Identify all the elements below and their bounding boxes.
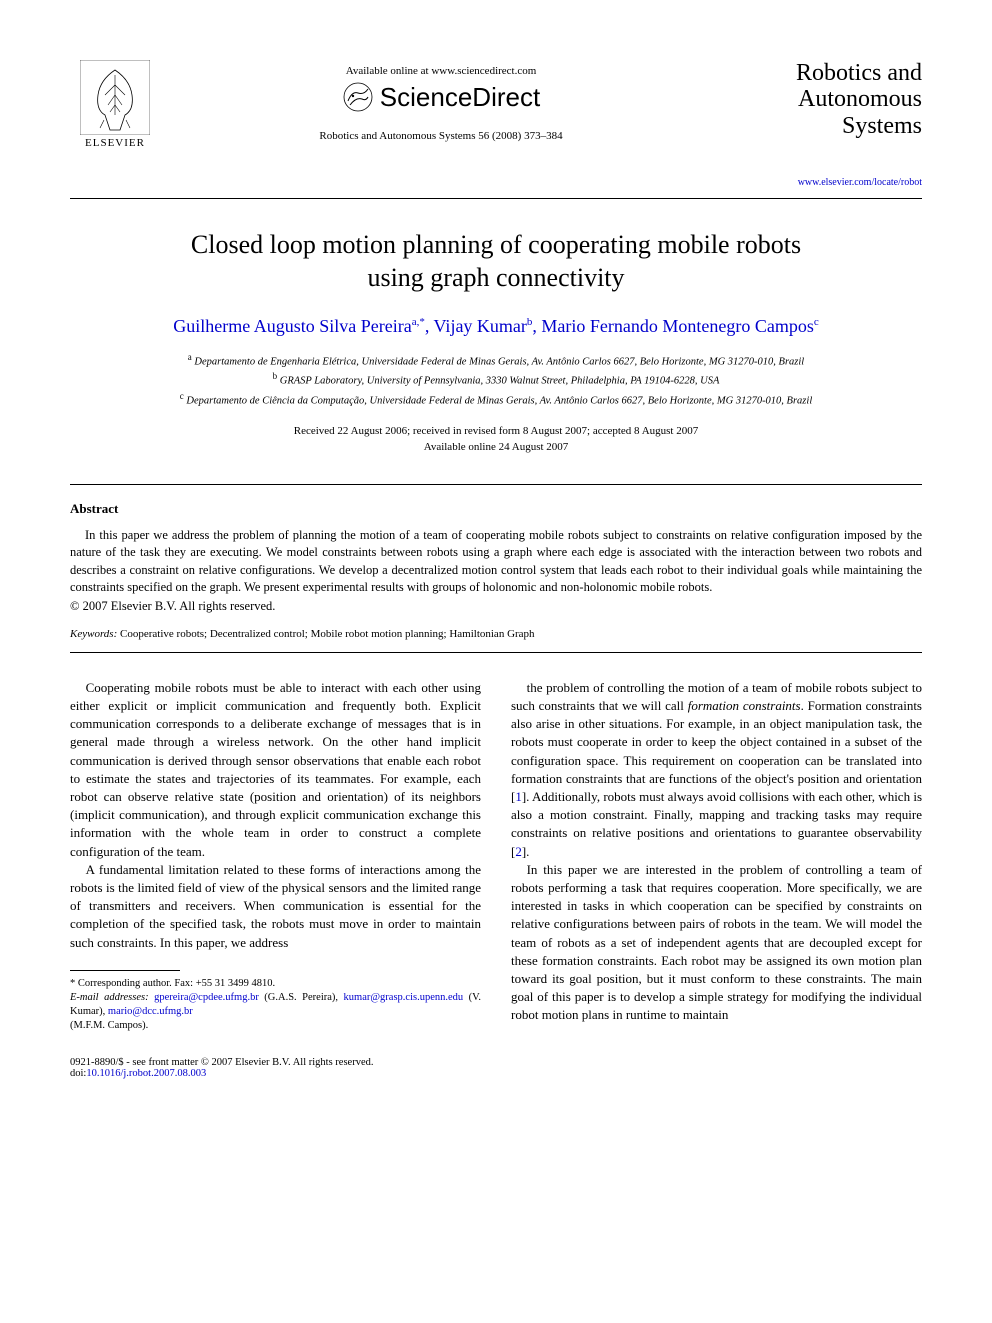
affiliation-b: GRASP Laboratory, University of Pennsylv… bbox=[280, 376, 720, 387]
left-p2: A fundamental limitation related to thes… bbox=[70, 861, 481, 952]
header-rule bbox=[70, 198, 922, 199]
email-link-3[interactable]: mario@dcc.ufmg.br bbox=[108, 1006, 193, 1017]
footer-left: 0921-8890/$ - see front matter © 2007 El… bbox=[70, 1057, 373, 1079]
title-line2: using graph connectivity bbox=[367, 263, 624, 292]
elsevier-tree-icon bbox=[80, 60, 150, 135]
left-column: Cooperating mobile robots must be able t… bbox=[70, 679, 481, 1034]
keywords-label: Keywords: bbox=[70, 628, 117, 640]
email-link-1[interactable]: gpereira@cpdee.ufmg.br bbox=[154, 992, 259, 1003]
journal-title-line3: Systems bbox=[842, 113, 922, 139]
article-dates: Received 22 August 2006; received in rev… bbox=[70, 423, 922, 456]
right-column: the problem of controlling the motion of… bbox=[511, 679, 922, 1034]
abstract-heading: Abstract bbox=[70, 501, 922, 517]
abstract-bottom-rule bbox=[70, 652, 922, 653]
doi-link[interactable]: 10.1016/j.robot.2007.08.003 bbox=[86, 1068, 206, 1079]
body-columns: Cooperating mobile robots must be able t… bbox=[70, 679, 922, 1034]
article-title: Closed loop motion planning of cooperati… bbox=[70, 229, 922, 294]
dates-line1: Received 22 August 2006; received in rev… bbox=[70, 423, 922, 440]
affiliation-c: Departamento de Ciência da Computação, U… bbox=[186, 395, 812, 406]
sciencedirect-icon bbox=[342, 81, 374, 113]
elsevier-logo-block: ELSEVIER bbox=[70, 60, 160, 149]
journal-title-block: Robotics and Autonomous Systems www.else… bbox=[722, 60, 922, 188]
email-label: E-mail addresses: bbox=[70, 992, 149, 1003]
email-name-1: (G.A.S. Pereira), bbox=[259, 992, 344, 1003]
journal-title-line1: Robotics and bbox=[796, 60, 922, 86]
abstract-top-rule bbox=[70, 484, 922, 485]
email-addresses: E-mail addresses: gpereira@cpdee.ufmg.br… bbox=[70, 991, 481, 1019]
header-row: ELSEVIER Available online at www.science… bbox=[70, 60, 922, 188]
dates-line2: Available online 24 August 2007 bbox=[70, 439, 922, 456]
right-p2: In this paper we are interested in the p… bbox=[511, 861, 922, 1025]
affiliations: a Departamento de Engenharia Elétrica, U… bbox=[70, 351, 922, 409]
abstract-copyright: © 2007 Elsevier B.V. All rights reserved… bbox=[70, 599, 922, 614]
right-p1: the problem of controlling the motion of… bbox=[511, 679, 922, 861]
keywords-text: Cooperative robots; Decentralized contro… bbox=[117, 628, 534, 640]
authors-line: Guilherme Augusto Silva Pereiraa,*, Vija… bbox=[70, 316, 922, 337]
corresponding-author: * Corresponding author. Fax: +55 31 3499… bbox=[70, 977, 481, 991]
footer-row: 0921-8890/$ - see front matter © 2007 El… bbox=[70, 1057, 922, 1079]
journal-title-line2: Autonomous bbox=[798, 86, 922, 112]
left-p1: Cooperating mobile robots must be able t… bbox=[70, 679, 481, 861]
footnotes: * Corresponding author. Fax: +55 31 3499… bbox=[70, 977, 481, 1034]
available-online-text: Available online at www.sciencedirect.co… bbox=[160, 65, 722, 77]
abstract-body: In this paper we address the problem of … bbox=[70, 527, 922, 597]
center-header: Available online at www.sciencedirect.co… bbox=[160, 60, 722, 142]
title-line1: Closed loop motion planning of cooperati… bbox=[191, 230, 801, 259]
footnote-rule bbox=[70, 970, 180, 971]
doi-label: doi: bbox=[70, 1068, 86, 1079]
sciencedirect-logo: ScienceDirect bbox=[342, 81, 540, 113]
keywords-line: Keywords: Cooperative robots; Decentrali… bbox=[70, 628, 922, 640]
citation-line: Robotics and Autonomous Systems 56 (2008… bbox=[160, 130, 722, 142]
elsevier-label: ELSEVIER bbox=[85, 137, 145, 149]
email-link-2[interactable]: kumar@grasp.cis.upenn.edu bbox=[344, 992, 464, 1003]
issn-line: 0921-8890/$ - see front matter © 2007 El… bbox=[70, 1057, 373, 1068]
sciencedirect-text: ScienceDirect bbox=[380, 82, 540, 113]
affiliation-a: Departamento de Engenharia Elétrica, Uni… bbox=[194, 357, 804, 368]
email-name-3: (M.F.M. Campos). bbox=[70, 1019, 481, 1033]
journal-homepage-link[interactable]: www.elsevier.com/locate/robot bbox=[722, 177, 922, 188]
